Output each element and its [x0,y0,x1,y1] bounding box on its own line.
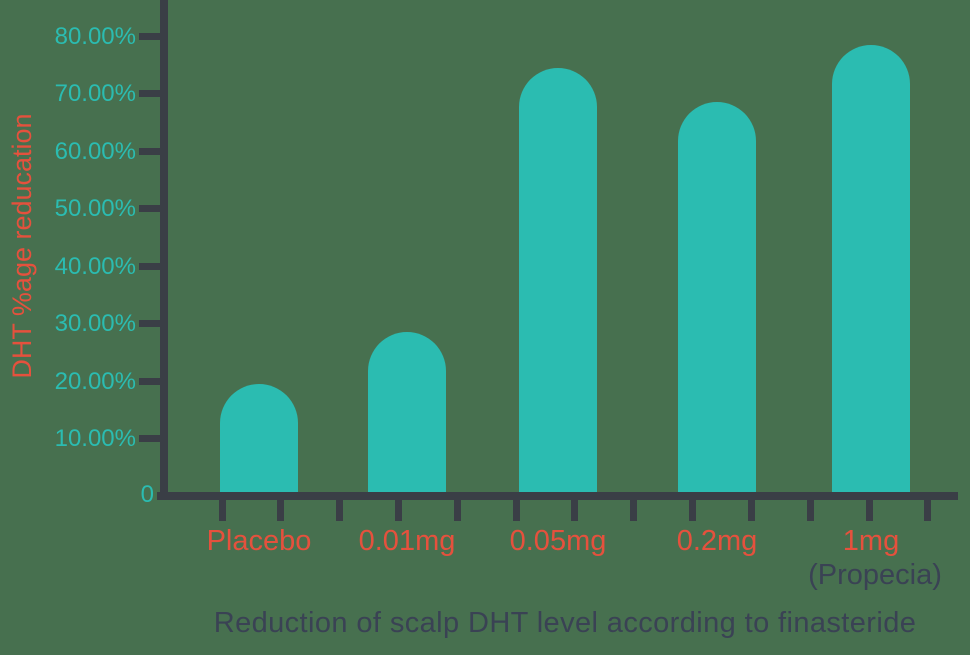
y-tick-mark [139,263,164,270]
bar-1mg [832,45,910,496]
y-tick-label: 20.00% [54,368,136,395]
y-tick-mark [139,90,164,97]
x-tick-mark [630,500,637,521]
y-tick-mark [139,33,164,40]
y-tick-label: 10.00% [54,425,136,452]
y-tick-label: 50.00% [54,195,136,222]
y-tick-mark [139,205,164,212]
y-tick-mark [139,148,164,155]
bar-0.2mg [678,102,756,496]
bar-placebo [220,384,298,496]
x-tick-mark [748,500,755,521]
y-axis-line [160,0,168,500]
x-tick-mark [395,500,402,521]
y-tick-mark [139,320,164,327]
y-tick-label: 30.00% [54,310,136,337]
x-category-label: 0.2mg [676,525,758,557]
x-tick-mark [689,500,696,521]
x-category-label: Placebo [206,525,312,557]
x-tick-mark [277,500,284,521]
x-tick-mark [807,500,814,521]
y-tick-mark [139,378,164,385]
origin-tick-label: 0 [140,481,154,508]
x-tick-mark [866,500,873,521]
x-tick-mark [571,500,578,521]
y-tick-mark [139,435,164,442]
y-tick-label: 80.00% [54,23,136,50]
x-tick-mark [336,500,343,521]
bar-0.05mg [519,68,597,496]
y-axis-title: DHT %age reducation [7,113,37,379]
x-tick-mark [454,500,461,521]
x-category-label: 0.05mg [509,525,607,557]
x-category-label: 1mg [842,525,900,557]
x-axis-line [157,492,958,500]
x-tick-mark [924,500,931,521]
x-tick-mark [219,500,226,521]
x-category-sublabel: (Propecia) [808,559,942,591]
x-category-label: 0.01mg [358,525,456,557]
y-tick-label: 60.00% [54,138,136,165]
chart-title: Reduction of scalp DHT level according t… [213,607,917,639]
y-tick-label: 70.00% [54,80,136,107]
bar-0.01mg [368,332,446,496]
x-tick-mark [513,500,520,521]
y-tick-label: 40.00% [54,253,136,280]
